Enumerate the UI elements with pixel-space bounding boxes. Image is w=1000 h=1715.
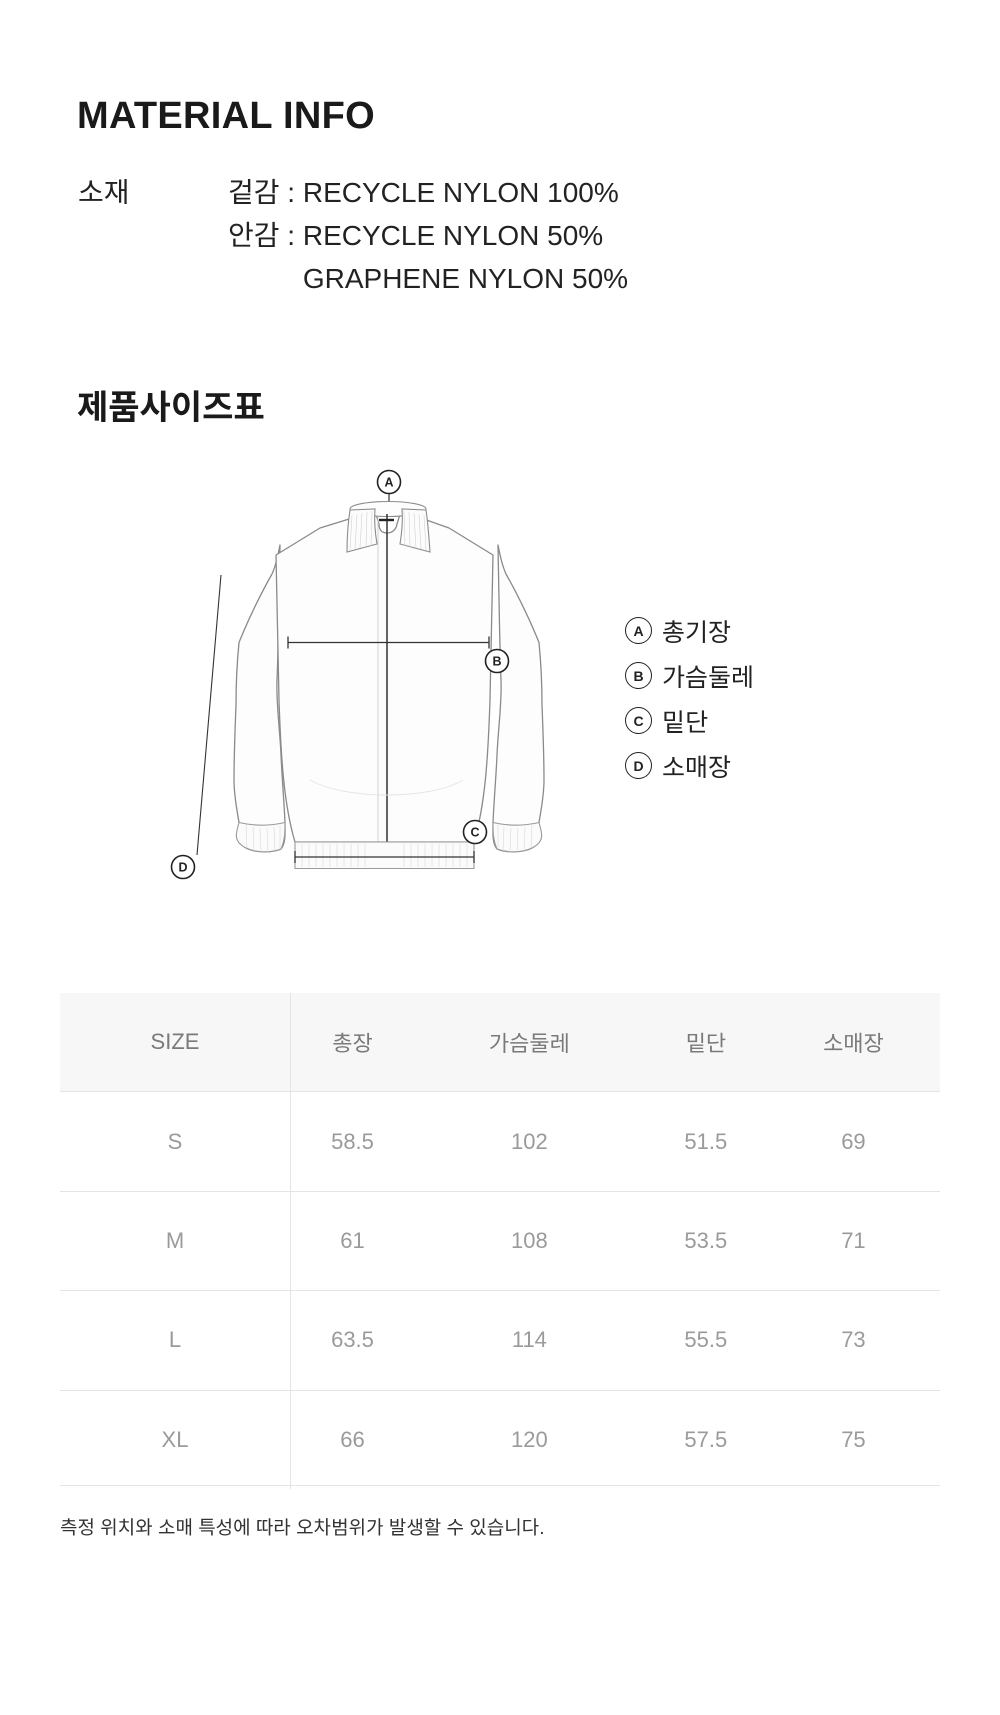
svg-text:A: A [384,476,393,490]
svg-text:C: C [470,826,479,840]
svg-text:B: B [492,655,501,669]
svg-text:D: D [178,861,187,875]
